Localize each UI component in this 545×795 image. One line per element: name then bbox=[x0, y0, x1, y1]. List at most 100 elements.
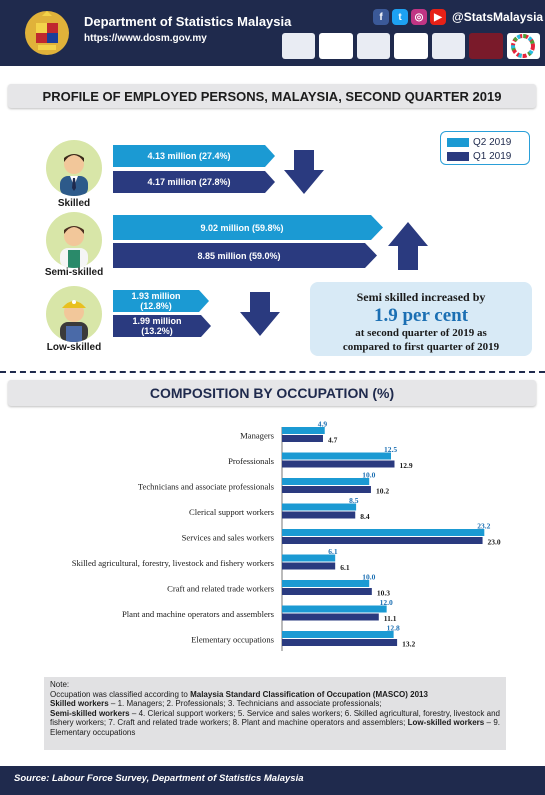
instagram-icon[interactable]: ◎ bbox=[411, 9, 427, 25]
data-label-q1: 6.1 bbox=[340, 563, 350, 572]
sdg-wheel-icon bbox=[511, 34, 536, 58]
highlight-line-1: Semi skilled increased by bbox=[356, 290, 486, 304]
bar-label-semi-skilled-q1: 8.85 million (59.0%) bbox=[197, 251, 281, 261]
occupation-bar-chart: Managers 4.94.7 Professionals 12.512.9 Techn… bbox=[72, 420, 501, 651]
category-label: Professionals bbox=[228, 456, 274, 466]
bar-q2 bbox=[282, 631, 394, 638]
data-label-q2: 12.0 bbox=[380, 598, 393, 607]
legend: Q2 2019 Q1 2019 bbox=[440, 131, 530, 165]
category-label: Elementary occupations bbox=[191, 635, 274, 645]
social-handle[interactable]: @StatsMalaysia bbox=[452, 10, 544, 24]
bar-q2 bbox=[282, 605, 387, 613]
bar-q2 bbox=[282, 478, 370, 485]
highlight-value: 1.9 per cent bbox=[373, 305, 469, 326]
bar-label-low-skilled-q2: 1.93 million (12.8%) bbox=[113, 290, 199, 312]
bar-label-skilled-q1: 4.17 million (27.8%) bbox=[147, 177, 231, 187]
category-label: Skilled agricultural, forestry, livestoc… bbox=[72, 558, 275, 568]
data-label-q2: 12.5 bbox=[384, 445, 397, 454]
composition-title-box bbox=[8, 380, 536, 406]
legend-item-q1: Q1 2019 bbox=[447, 151, 511, 162]
bar-low-skilled-q1 bbox=[113, 315, 211, 337]
legend-item-q2: Q2 2019 bbox=[447, 137, 511, 148]
facebook-icon[interactable]: f bbox=[373, 9, 389, 25]
section-divider bbox=[0, 371, 545, 373]
group-label-skilled: Skilled bbox=[57, 198, 91, 209]
arrow-down-icon bbox=[284, 150, 324, 194]
bar-low-skilled-q2 bbox=[113, 290, 209, 312]
partner-logo bbox=[282, 33, 316, 59]
note-skilled: Skilled workers – 1. Managers; 2. Profes… bbox=[50, 699, 500, 709]
bar-q2 bbox=[282, 452, 391, 460]
note-heading: Note: bbox=[50, 680, 70, 689]
skilled-worker-avatar bbox=[46, 140, 102, 196]
data-label-q1: 4.7 bbox=[328, 436, 338, 445]
bar-semi-skilled-q2 bbox=[113, 215, 383, 240]
bar-q2 bbox=[282, 580, 370, 587]
bar-q2 bbox=[282, 529, 485, 536]
bar-q1 bbox=[282, 562, 336, 570]
data-label-q2: 10.0 bbox=[362, 471, 375, 480]
data-label-q2: 6.1 bbox=[328, 547, 338, 556]
data-label-q2: 8.5 bbox=[349, 496, 359, 505]
note-intro-line: Occupation was classified according to M… bbox=[50, 690, 500, 700]
footer-bar bbox=[0, 766, 545, 795]
legend-label-q2: Q2 2019 bbox=[473, 137, 512, 148]
partner-logos bbox=[282, 30, 540, 62]
data-label-q1: 13.2 bbox=[402, 640, 415, 649]
arrow-up-icon bbox=[388, 222, 428, 270]
note-semi: Semi-skilled workers – 4. Clerical suppo… bbox=[50, 709, 500, 738]
bar-semi-skilled-q1 bbox=[113, 243, 377, 268]
data-label-q2: 23.2 bbox=[477, 522, 490, 531]
note-box: Note: Occupation was classified accordin… bbox=[44, 677, 506, 750]
composition-title: COMPOSITION BY OCCUPATION (%) bbox=[149, 385, 395, 401]
note-low-label: Low-skilled workers bbox=[407, 718, 485, 728]
partner-logo bbox=[394, 33, 428, 59]
department-title: Department of Statistics Malaysia bbox=[84, 14, 292, 29]
partner-logo bbox=[319, 33, 353, 59]
group-label-semi-skilled: Semi-skilled bbox=[44, 267, 104, 278]
category-label: Managers bbox=[240, 431, 275, 441]
bar-q1 bbox=[282, 460, 395, 468]
highlight-line-3: at second quarter of 2019 as bbox=[355, 327, 487, 339]
bar-label-skilled-q2: 4.13 million (27.4%) bbox=[147, 151, 231, 161]
youtube-icon[interactable]: ▶ bbox=[430, 9, 446, 25]
bar-q2 bbox=[282, 503, 357, 511]
legend-swatch-q1 bbox=[447, 152, 469, 161]
data-label-q1: 8.4 bbox=[360, 512, 370, 521]
note-skilled-label: Skilled workers bbox=[50, 699, 109, 709]
bar-label-semi-skilled-q2: 9.02 million (59.8%) bbox=[200, 223, 284, 233]
partner-logo bbox=[356, 33, 391, 59]
bar-text-low-skilled-q2: 1.93 million (12.8%) bbox=[131, 291, 181, 311]
social-links: f t ◎ ▶ @StatsMalaysia bbox=[373, 8, 543, 26]
category-label: Craft and related trade workers bbox=[167, 584, 275, 594]
data-label-q2: 12.8 bbox=[387, 624, 400, 633]
note-intro: Occupation was classified according to bbox=[50, 689, 188, 699]
semi-skilled-worker-avatar bbox=[46, 212, 102, 268]
department-url[interactable]: https://www.dosm.gov.my bbox=[84, 33, 207, 44]
category-label: Clerical support workers bbox=[189, 507, 275, 517]
data-label-q2: 4.9 bbox=[318, 420, 328, 429]
sdg-logo bbox=[506, 33, 540, 59]
data-label-q1: 11.1 bbox=[384, 614, 397, 623]
profile-title: PROFILE OF EMPLOYED PERSONS, MALAYSIA, S… bbox=[42, 89, 502, 104]
arrow-down-icon bbox=[240, 292, 280, 336]
bar-q2 bbox=[282, 427, 325, 434]
data-label-q1: 10.2 bbox=[376, 487, 389, 496]
data-label-q1: 23.0 bbox=[488, 538, 501, 547]
bar-q1 bbox=[282, 511, 356, 519]
bar-q1 bbox=[282, 435, 323, 442]
bar-q1 bbox=[282, 486, 371, 493]
bar-q1 bbox=[282, 613, 379, 621]
group-label-low-skilled: Low-skilled bbox=[46, 342, 102, 353]
note-skilled-text: – 1. Managers; 2. Professionals; 3. Tech… bbox=[108, 699, 382, 709]
partner-logo bbox=[469, 33, 503, 59]
twitter-icon[interactable]: t bbox=[392, 9, 408, 25]
data-label-q1: 12.9 bbox=[399, 461, 412, 470]
source-note: Source: Labour Force Survey, Department … bbox=[14, 773, 304, 784]
malaysia-crest-logo bbox=[25, 11, 69, 55]
category-label: Technicians and associate professionals bbox=[138, 482, 275, 492]
legend-swatch-q2 bbox=[447, 138, 469, 147]
bar-q1 bbox=[282, 588, 372, 595]
bar-skilled-q1 bbox=[113, 171, 275, 193]
low-skilled-worker-avatar bbox=[46, 286, 102, 342]
